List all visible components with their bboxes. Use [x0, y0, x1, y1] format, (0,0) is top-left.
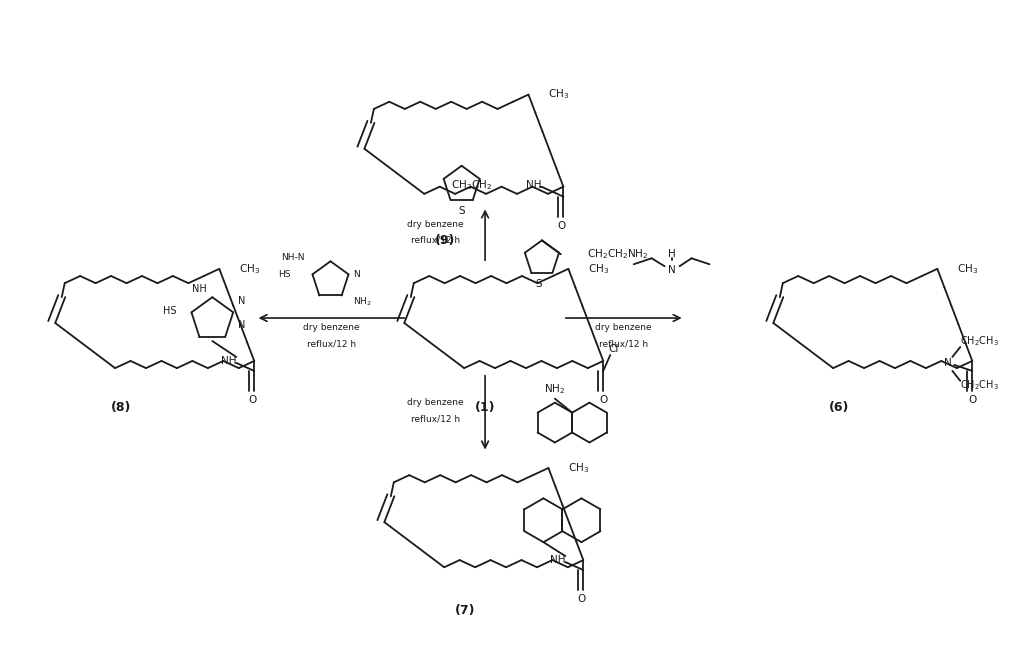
Text: N: N [668, 265, 675, 275]
Text: reflux/12 h: reflux/12 h [410, 236, 460, 245]
Text: dry benzene: dry benzene [407, 398, 463, 407]
Text: dry benzene: dry benzene [407, 220, 463, 229]
Text: H: H [668, 249, 675, 259]
Text: N: N [238, 296, 246, 307]
Text: S: S [458, 205, 465, 216]
Text: (7): (7) [455, 605, 476, 618]
Text: HS: HS [163, 306, 177, 316]
Text: reflux/12 h: reflux/12 h [307, 340, 356, 349]
Text: CH$_3$: CH$_3$ [957, 262, 978, 276]
Text: (6): (6) [829, 401, 849, 414]
Text: N: N [354, 270, 360, 279]
Text: CH$_3$: CH$_3$ [588, 262, 609, 276]
Text: (1): (1) [475, 401, 495, 414]
Text: NH: NH [191, 284, 207, 294]
Text: NH$_2$: NH$_2$ [354, 296, 372, 308]
Text: CH$_2$CH$_3$: CH$_2$CH$_3$ [961, 334, 999, 348]
Text: CH$_2$CH$_3$: CH$_2$CH$_3$ [961, 378, 999, 392]
Text: dry benzene: dry benzene [303, 323, 360, 332]
Text: O: O [968, 395, 976, 405]
Text: S: S [536, 279, 542, 289]
Text: O: O [599, 395, 607, 405]
Text: O: O [557, 220, 566, 231]
Text: CH$_2$CH$_2$NH$_2$: CH$_2$CH$_2$NH$_2$ [587, 248, 648, 261]
Text: N: N [944, 358, 952, 368]
Text: dry benzene: dry benzene [596, 323, 652, 332]
Text: NH$_2$: NH$_2$ [544, 382, 566, 396]
Text: CH$_3$: CH$_3$ [548, 87, 570, 102]
Text: NH: NH [220, 356, 236, 366]
Text: (8): (8) [111, 401, 131, 414]
Text: NH: NH [550, 555, 566, 565]
Text: NH-N: NH-N [281, 253, 305, 262]
Text: HS: HS [278, 270, 291, 279]
Text: CH$_3$: CH$_3$ [239, 262, 261, 276]
Text: O: O [577, 594, 585, 604]
Text: reflux/12 h: reflux/12 h [599, 340, 648, 349]
Text: NH: NH [525, 179, 541, 190]
Text: Cl: Cl [608, 344, 618, 354]
Text: N: N [238, 320, 246, 330]
Text: (9): (9) [435, 234, 455, 247]
Text: reflux/12 h: reflux/12 h [410, 414, 460, 423]
Text: CH$_2$CH$_2$: CH$_2$CH$_2$ [451, 178, 491, 192]
Text: CH$_3$: CH$_3$ [569, 461, 589, 475]
Text: O: O [248, 395, 256, 405]
